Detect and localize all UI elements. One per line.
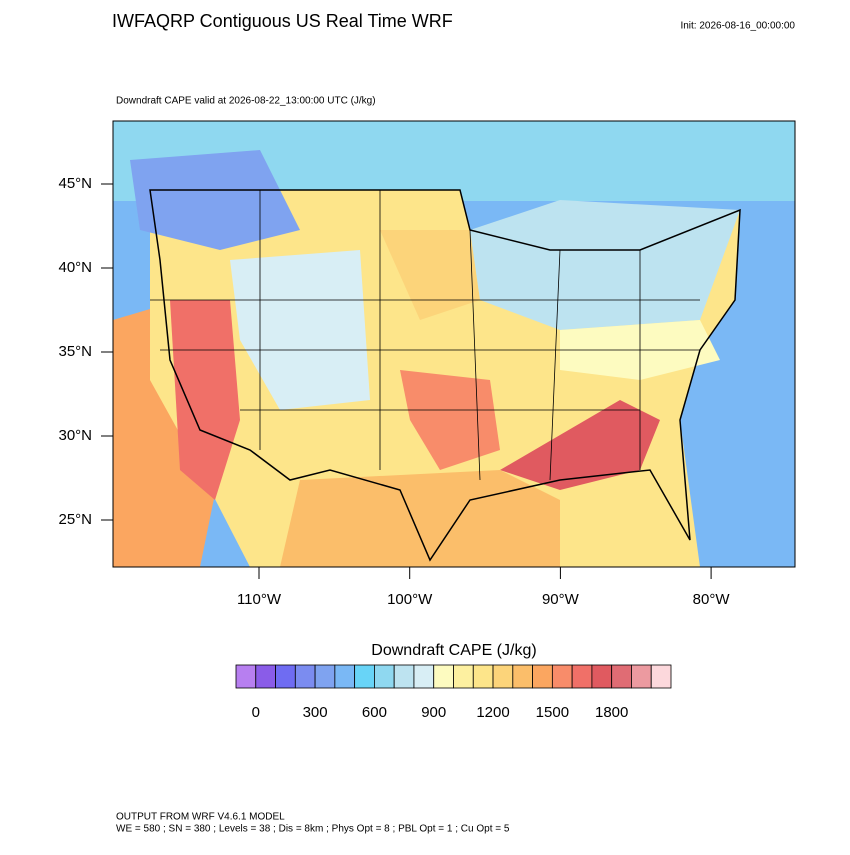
footer-line: OUTPUT FROM WRF V4.6.1 MODEL bbox=[116, 812, 285, 823]
title: IWFAQRP Contiguous US Real Time WRF bbox=[112, 11, 453, 31]
lat-label: 30°N bbox=[58, 427, 92, 444]
lon-label: 90°W bbox=[542, 591, 580, 608]
colorbar-box bbox=[611, 664, 632, 689]
map-frame bbox=[112, 120, 796, 568]
colorbar-box bbox=[472, 664, 494, 689]
colorbar-box bbox=[275, 664, 296, 689]
lat-label: 45°N bbox=[58, 175, 92, 192]
lon-label: 100°W bbox=[387, 591, 433, 608]
colorbar-label: 1800 bbox=[595, 704, 628, 721]
colorbar-label: 300 bbox=[303, 704, 328, 721]
colorbar-box bbox=[374, 664, 395, 689]
colorbar-label: 900 bbox=[421, 704, 446, 721]
colorbar-box bbox=[314, 664, 336, 689]
lat-label: 25°N bbox=[58, 511, 92, 528]
init-time: Init: 2026-08-16_00:00:00 bbox=[680, 21, 795, 32]
colorbar-box bbox=[650, 664, 672, 689]
colorbar-box bbox=[294, 664, 316, 689]
lat-label: 40°N bbox=[58, 259, 92, 276]
colorbar-box bbox=[235, 664, 257, 689]
colorbar-box bbox=[334, 664, 356, 689]
colorbar-box bbox=[255, 664, 276, 689]
colorbar-label: 600 bbox=[362, 704, 387, 721]
colorbar-box bbox=[453, 664, 474, 689]
colorbar-box bbox=[393, 664, 415, 689]
colorbar-box bbox=[433, 664, 454, 689]
colorbar-box bbox=[512, 664, 533, 689]
colorbar-label: 1200 bbox=[476, 704, 509, 721]
footer-line: WE = 580 ; SN = 380 ; Levels = 38 ; Dis … bbox=[116, 824, 510, 835]
colorbar: 0 300 600 900 1200 1500 1800 bbox=[235, 664, 672, 721]
map-axes: 45°N 40°N 35°N 30°N 25°N 110°W 100°W 90°W 80°W bbox=[58, 175, 730, 608]
colorbar-box bbox=[591, 664, 613, 689]
map-field bbox=[113, 121, 795, 567]
lon-label: 110°W bbox=[237, 591, 282, 608]
lon-label: 80°W bbox=[693, 591, 731, 608]
colorbar-label: 1500 bbox=[536, 704, 569, 721]
lat-label: 35°N bbox=[58, 343, 92, 360]
colorbar-label: 0 bbox=[252, 704, 260, 721]
colorbar-box bbox=[571, 664, 593, 689]
colorbar-box bbox=[532, 664, 553, 689]
colorbar-title: Downdraft CAPE (J/kg) bbox=[371, 642, 536, 659]
colorbar-box bbox=[413, 664, 435, 689]
colorbar-box bbox=[354, 664, 375, 689]
colorbar-box bbox=[631, 664, 652, 689]
colorbar-box bbox=[551, 664, 573, 689]
subtitle: Downdraft CAPE valid at 2026-08-22_13:00… bbox=[116, 96, 376, 107]
colorbar-box bbox=[492, 664, 514, 689]
